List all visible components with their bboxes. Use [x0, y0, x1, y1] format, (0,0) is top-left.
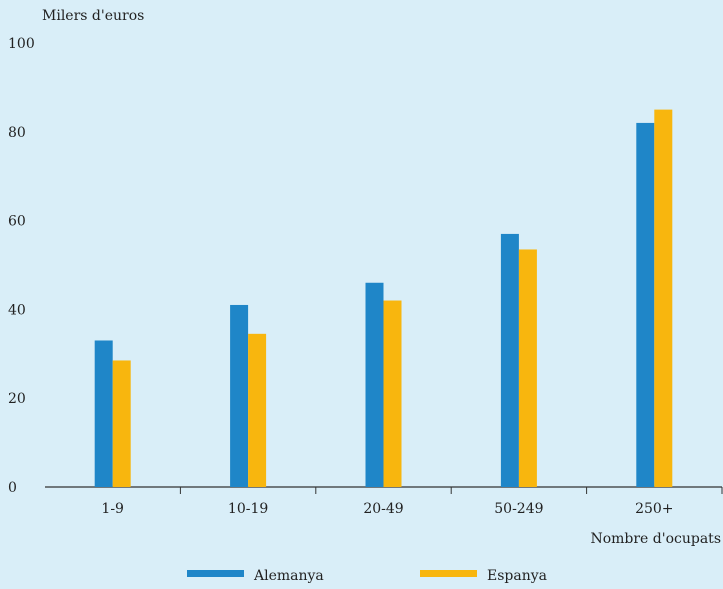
y-tick-label: 40	[8, 302, 26, 318]
x-tick-label: 250+	[635, 501, 673, 517]
bar-alemanya-10-19	[230, 304, 249, 487]
x-tick-label: 1-9	[101, 501, 124, 517]
x-tick-label: 10-19	[228, 501, 268, 517]
bars	[94, 109, 673, 488]
bar-alemanya-20-49	[365, 282, 384, 487]
bar-alemanya-250+	[636, 122, 655, 488]
y-tick-label: 0	[8, 480, 17, 496]
bar-espanya-10-19	[248, 333, 267, 487]
x-tick-label: 20-49	[363, 501, 403, 517]
y-tick-label: 80	[8, 125, 26, 141]
x-axis-title: Nombre d'ocupats	[590, 531, 721, 547]
bar-alemanya-1-9	[94, 340, 113, 487]
legend: Alemanya Espanya	[187, 568, 547, 584]
legend-label-alemanya: Alemanya	[253, 568, 324, 584]
legend-swatch-espanya	[420, 570, 477, 577]
bar-alemanya-50-249	[500, 233, 519, 487]
legend-label-espanya: Espanya	[487, 568, 547, 584]
axes: 0 20 40 60 80 100 1-9 10-19 20-49 50-249 250+	[8, 36, 723, 517]
legend-swatch-alemanya	[187, 570, 244, 577]
y-tick-label: 100	[8, 36, 35, 52]
x-tick-label: 50-249	[494, 501, 543, 517]
y-axis-title: Milers d'euros	[42, 8, 144, 24]
bar-espanya-20-49	[383, 300, 402, 487]
y-tick-label: 60	[8, 214, 26, 230]
bar-espanya-50-249	[518, 249, 537, 487]
y-tick-label: 20	[8, 391, 26, 407]
bar-espanya-250+	[654, 109, 673, 487]
bar-espanya-1-9	[112, 360, 131, 487]
